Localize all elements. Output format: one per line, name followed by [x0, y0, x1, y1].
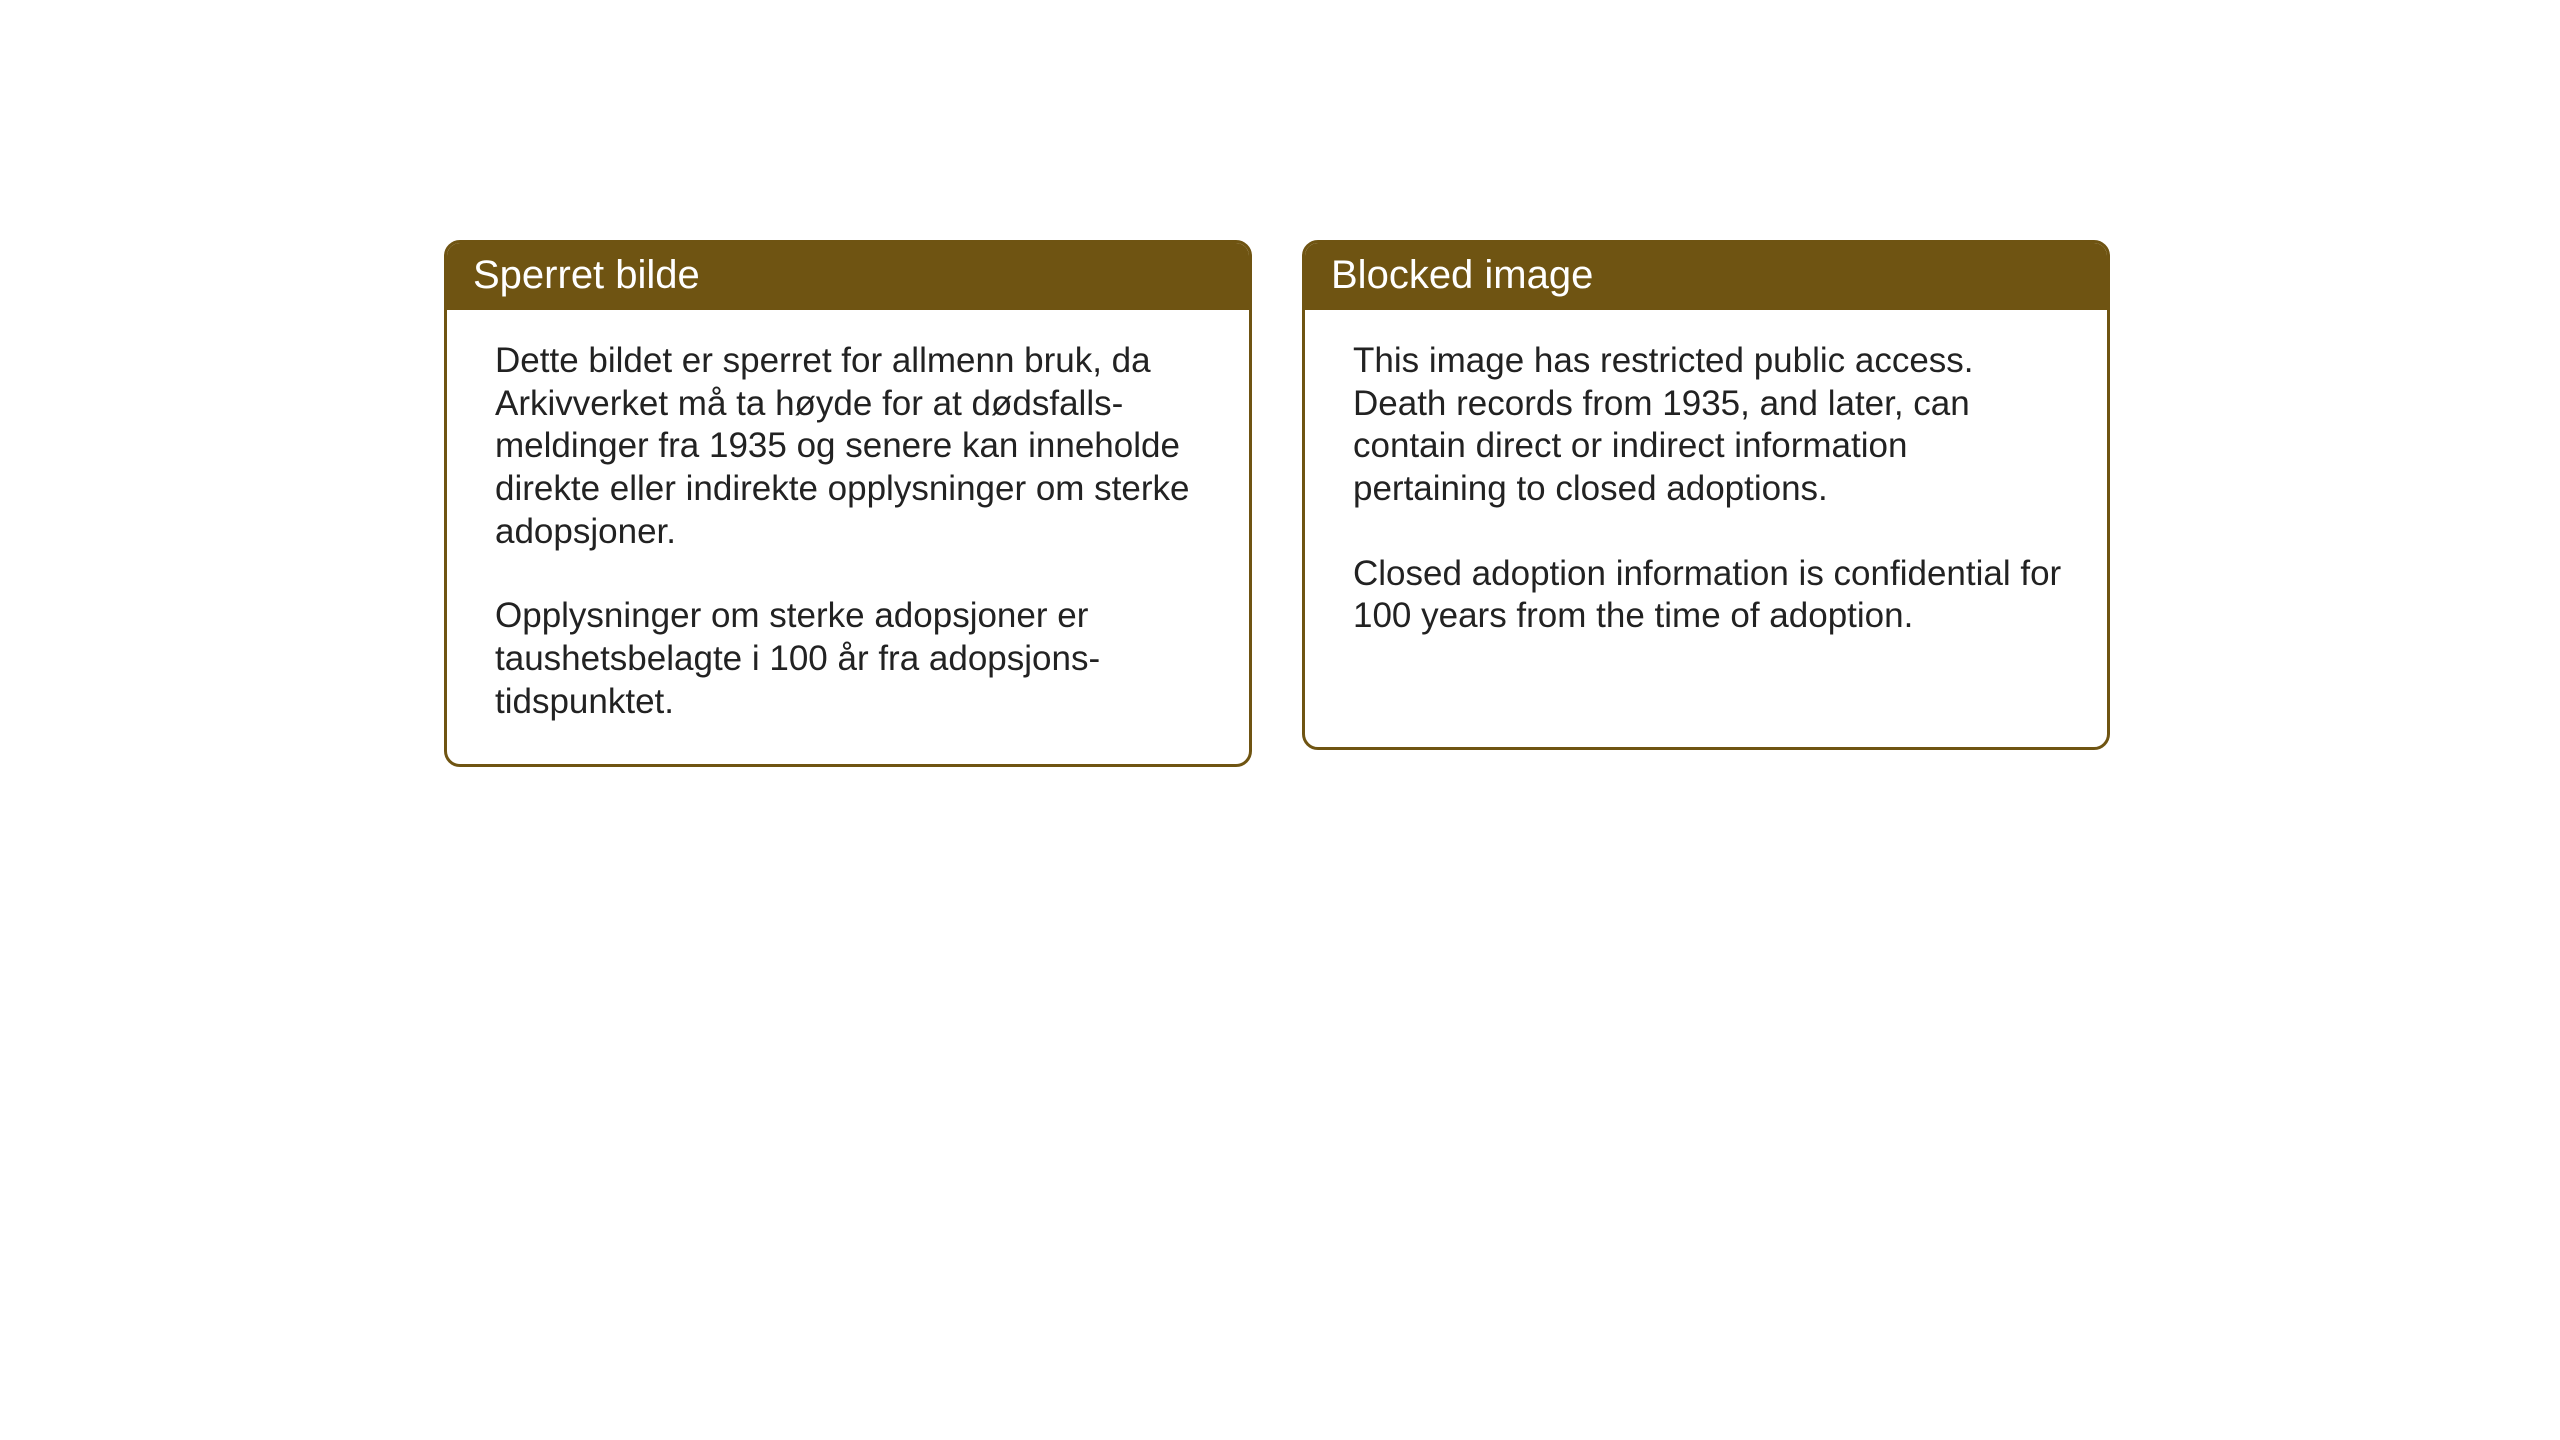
- notice-header-norwegian: Sperret bilde: [447, 243, 1249, 310]
- notice-box-english: Blocked image This image has restricted …: [1302, 240, 2110, 750]
- notice-paragraph: This image has restricted public access.…: [1353, 340, 2067, 511]
- notice-box-norwegian: Sperret bilde Dette bildet er sperret fo…: [444, 240, 1252, 767]
- notice-paragraph: Closed adoption information is confident…: [1353, 553, 2067, 638]
- notice-body-english: This image has restricted public access.…: [1305, 310, 2107, 678]
- notice-paragraph: Opplysninger om sterke adopsjoner er tau…: [495, 595, 1209, 723]
- notice-body-norwegian: Dette bildet er sperret for allmenn bruk…: [447, 310, 1249, 764]
- notice-paragraph: Dette bildet er sperret for allmenn bruk…: [495, 340, 1209, 553]
- notice-container: Sperret bilde Dette bildet er sperret fo…: [444, 240, 2110, 767]
- notice-header-english: Blocked image: [1305, 243, 2107, 310]
